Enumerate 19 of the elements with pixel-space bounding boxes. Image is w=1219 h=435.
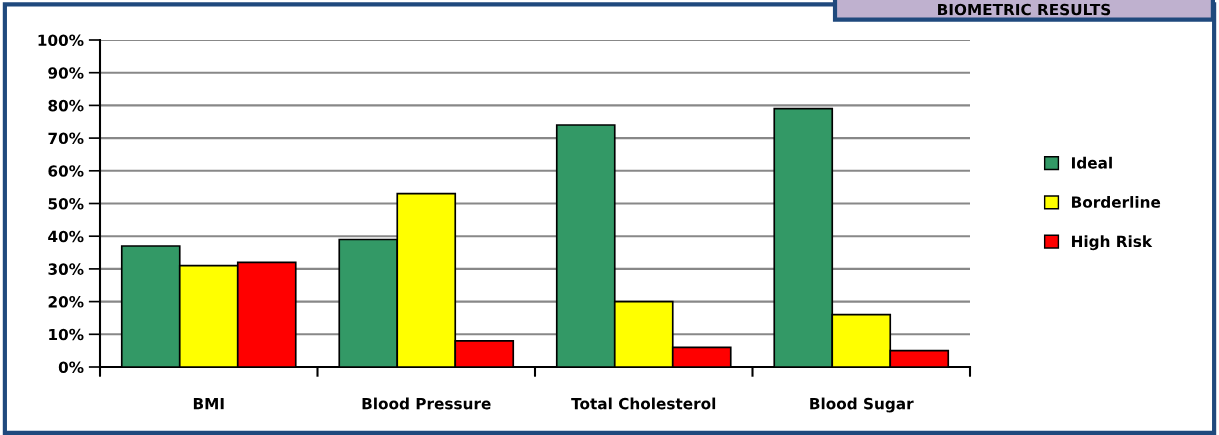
x-tick-label: BMI [193,398,224,410]
x-tick-label: Blood Pressure [362,397,491,410]
x-tick-label: Total Cholesterol [571,397,716,410]
legend-label: Ideal [1072,156,1112,169]
legend-label: High Risk [1072,235,1153,251]
y-tick-label: 20% [48,296,84,308]
legend-label: Borderline [1072,196,1161,208]
y-tick-label: 100% [38,34,84,47]
x-tick-label: Blood Sugar [810,397,914,413]
y-tick-label: 40% [48,230,84,243]
y-tick-label: 80% [48,99,84,112]
y-tick-label: 0% [58,361,84,374]
y-tick-label: 50% [48,197,84,210]
text: BIOMETRIC RESULTS [938,3,1111,16]
y-tick-label: 30% [48,263,84,275]
y-tick-label: 70% [48,132,84,145]
y-tick-label: 10% [49,328,84,341]
y-tick-label: 90% [48,67,84,79]
y-tick-label: 60% [48,165,84,177]
